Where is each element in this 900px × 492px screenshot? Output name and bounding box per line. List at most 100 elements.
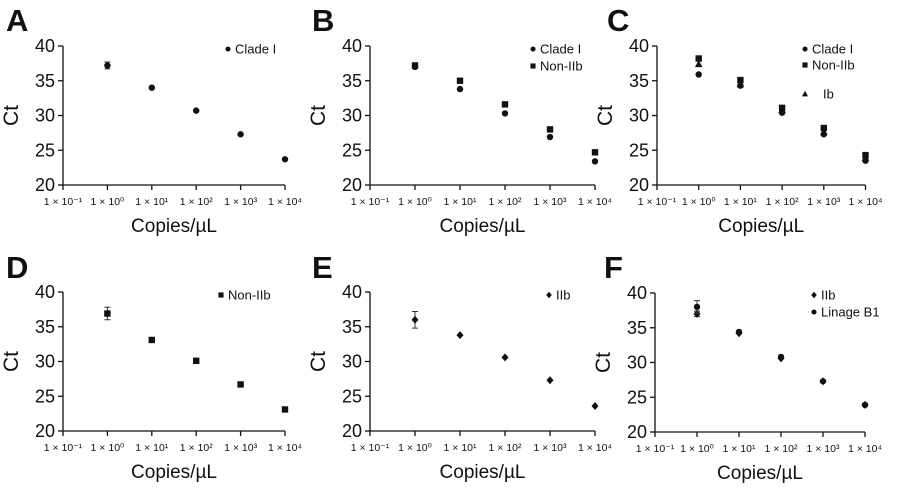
legend-marker [530, 46, 536, 52]
x-tick-label: 1 × 10³ [534, 442, 567, 454]
y-axis-label: Ct [0, 351, 23, 372]
x-tick-label: 1 × 10³ [224, 196, 257, 208]
x-tick-label: 1 × 10⁰ [398, 196, 432, 208]
x-tick-label: 1 × 10⁰ [91, 442, 125, 454]
x-axis-label: Copies/µL [717, 463, 803, 484]
data-point [737, 76, 744, 84]
panel-c: C 20 25 30 35 40 1 × 10⁻¹ 1 × 10⁰ 1 × 10¹ 1 × 10²… [594, 3, 883, 237]
legend-marker [802, 62, 808, 68]
y-tick-label: 20 [35, 175, 55, 195]
y-axis-label: Ct [592, 352, 615, 373]
y-tick-label: 40 [627, 283, 647, 303]
x-tick-label: 1 × 10¹ [723, 443, 756, 455]
data-point [546, 133, 554, 141]
data-point [456, 77, 464, 84]
data-point [777, 353, 785, 361]
x-tick-label: 1 × 10² [765, 443, 798, 455]
data-point [193, 107, 200, 114]
y-tick-label: 25 [35, 386, 55, 406]
y-tick-label: 25 [342, 386, 362, 406]
x-tick-label: 1 × 10⁴ [578, 196, 612, 208]
panel-a: A 20 25 30 35 40 1 × 10⁻¹ 1 × 10⁰ 1 × 10¹ 1 × 10²… [0, 3, 302, 237]
data-point [546, 126, 554, 133]
x-tick-label: 1 × 10⁰ [398, 442, 432, 454]
x-axis-label: Copies/µL [440, 216, 526, 237]
x-tick-label: 1 × 10⁴ [849, 196, 883, 208]
x-tick-label: 1 × 10⁻¹ [638, 196, 677, 208]
x-tick-label: 1 × 10⁻¹ [351, 196, 390, 208]
panel-label: D [6, 250, 28, 285]
x-tick-label: 1 × 10⁰ [682, 196, 716, 208]
legend-label: Clade I [540, 42, 581, 57]
panel-f: F 20 25 30 35 40 1 × 10⁻¹ 1 × 10⁰ 1 × 10¹ 1 × 10²… [592, 250, 882, 484]
data-point [148, 84, 155, 91]
y-tick-label: 35 [35, 317, 55, 337]
data-point [695, 71, 702, 78]
data-point [237, 131, 244, 138]
data-point [778, 105, 786, 113]
y-tick-label: 20 [342, 421, 362, 441]
x-tick-label: 1 × 10⁻¹ [636, 443, 675, 455]
data-point [820, 128, 828, 136]
x-tick-label: 1 × 10⁴ [268, 442, 302, 454]
x-axis-label: Copies/µL [131, 216, 217, 237]
data-point [237, 381, 244, 388]
data-point [501, 110, 509, 117]
y-tick-label: 25 [627, 387, 647, 407]
data-point [411, 315, 419, 324]
panel-label: C [607, 3, 629, 38]
x-tick-label: 1 × 10⁴ [578, 442, 612, 454]
legend-label: Non-IIb [540, 59, 583, 74]
legend-label: Clade I [812, 42, 853, 57]
data-point [694, 60, 703, 68]
data-point [695, 55, 702, 62]
data-point [501, 353, 509, 362]
y-tick-label: 40 [342, 282, 362, 302]
y-tick-label: 40 [629, 36, 649, 56]
x-tick-label: 1 × 10² [766, 196, 799, 208]
data-point [591, 149, 599, 156]
legend-label: Non-IIb [228, 288, 271, 303]
data-point [736, 80, 745, 88]
y-tick-label: 20 [35, 421, 55, 441]
legend-label: Non-IIb [812, 58, 855, 73]
data-point [104, 310, 111, 317]
x-tick-label: 1 × 10¹ [135, 196, 168, 208]
y-tick-label: 40 [35, 282, 55, 302]
x-tick-label: 1 × 10² [489, 442, 522, 454]
legend-label: IIb [556, 288, 570, 303]
data-point [735, 328, 743, 336]
y-tick-label: 30 [342, 106, 362, 126]
x-tick-label: 1 × 10⁴ [268, 196, 302, 208]
legend-marker [802, 46, 808, 52]
x-tick-label: 1 × 10² [489, 196, 522, 208]
y-tick-label: 20 [342, 175, 362, 195]
y-tick-label: 30 [627, 353, 647, 373]
y-tick-label: 35 [35, 71, 55, 91]
x-tick-label: 1 × 10⁻¹ [44, 196, 83, 208]
y-tick-label: 40 [342, 36, 362, 56]
legend-marker [530, 63, 536, 69]
legend-label: Linage B1 [821, 305, 880, 320]
panel-label: F [604, 250, 623, 285]
legend-marker [811, 309, 817, 315]
legend-label: Clade I [235, 42, 276, 57]
y-tick-label: 20 [629, 175, 649, 195]
legend-label: Ib [823, 87, 834, 102]
x-tick-label: 1 × 10¹ [444, 442, 477, 454]
x-tick-label: 1 × 10¹ [444, 196, 477, 208]
y-axis-label: Ct [307, 105, 330, 126]
panel-label: E [312, 250, 333, 285]
panel-label: A [6, 3, 28, 38]
data-point [693, 309, 701, 318]
x-axis-label: Copies/µL [718, 216, 804, 237]
y-tick-label: 35 [627, 318, 647, 338]
panel-e: E 20 25 30 35 40 1 × 10⁻¹ 1 × 10⁰ 1 × 10¹ 1 × 10²… [307, 250, 612, 483]
data-point [546, 376, 554, 385]
y-tick-label: 35 [342, 71, 362, 91]
x-tick-label: 1 × 10³ [534, 196, 567, 208]
y-axis-label: Ct [0, 105, 23, 126]
y-tick-label: 30 [629, 106, 649, 126]
data-point [456, 331, 464, 340]
legend-marker [225, 46, 231, 52]
